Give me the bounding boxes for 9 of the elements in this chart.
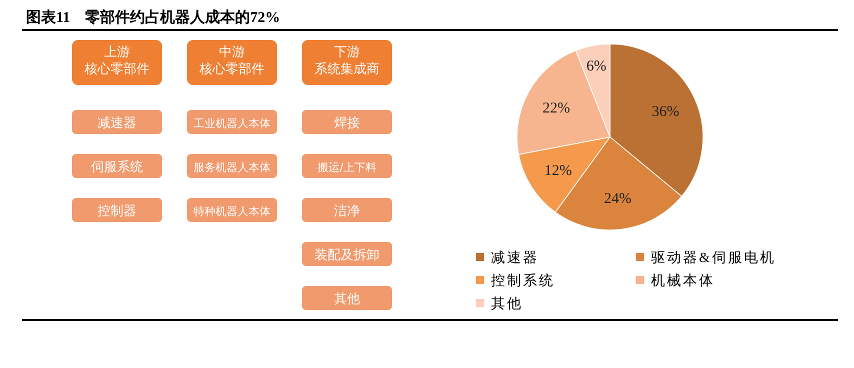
legend-label: 控制系统 (491, 273, 555, 289)
title: 图表11 零部件约占机器人成本的72% (26, 10, 280, 26)
legend-label: 机械本体 (651, 273, 715, 289)
legend-label: 驱动器&伺服电机 (651, 250, 776, 266)
legend-label: 其他 (491, 296, 523, 312)
legend-label: 减速器 (491, 250, 539, 266)
category-label: 下游系统集成商 (314, 45, 380, 77)
category-label: 中游核心零部件 (198, 45, 264, 77)
category-label: 上游核心零部件 (84, 45, 150, 77)
